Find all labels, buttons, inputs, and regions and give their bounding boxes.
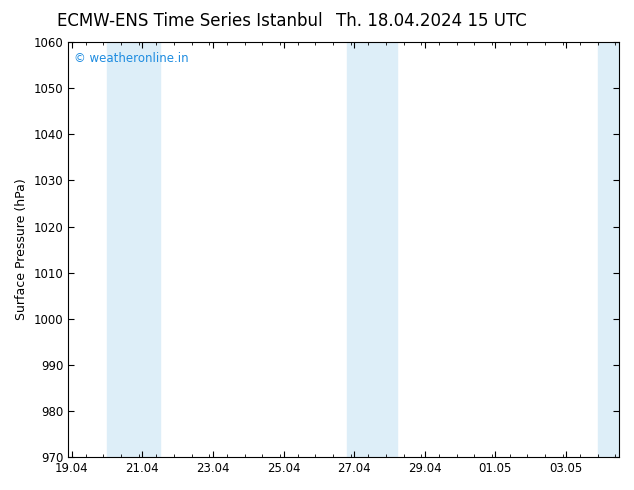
Text: © weatheronline.in: © weatheronline.in bbox=[74, 52, 188, 66]
Bar bbox=[347, 42, 396, 457]
Text: Th. 18.04.2024 15 UTC: Th. 18.04.2024 15 UTC bbox=[336, 12, 526, 30]
Bar bbox=[107, 42, 160, 457]
Text: ECMW-ENS Time Series Istanbul: ECMW-ENS Time Series Istanbul bbox=[58, 12, 323, 30]
Y-axis label: Surface Pressure (hPa): Surface Pressure (hPa) bbox=[15, 179, 28, 320]
Bar bbox=[598, 42, 619, 457]
